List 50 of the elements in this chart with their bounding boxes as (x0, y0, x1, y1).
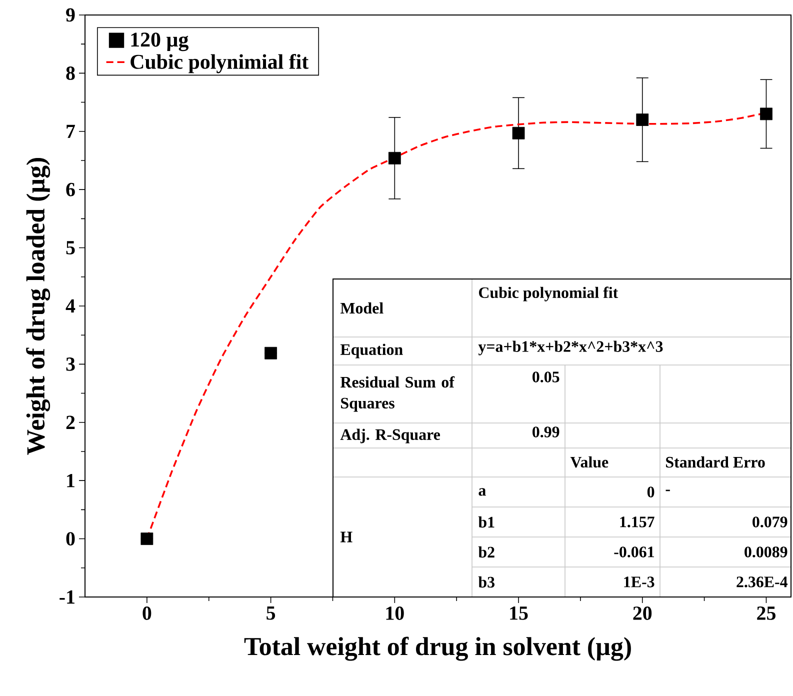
y-tick-label: 9 (66, 8, 75, 22)
annotation: y=a+b1*x+b2*x^2+b3*x^3 (478, 340, 663, 356)
y-tick-label: 2 (66, 416, 75, 429)
annotation: a (478, 488, 486, 496)
annotation: - (666, 490, 670, 492)
y-tick-label: 0 (66, 532, 75, 546)
annotation: b2 (478, 546, 494, 558)
annotation: b1 (478, 516, 494, 528)
point (140, 532, 154, 545)
annotation: 2.36E-4 (736, 576, 788, 588)
annotation: 0 (647, 486, 654, 498)
annotation: Model (340, 302, 384, 314)
x-tick-label: 5 (266, 606, 276, 620)
y-tick-label: 6 (66, 182, 75, 196)
legend-label: 120 µg (131, 32, 188, 52)
annotation: 0.99 (532, 426, 560, 438)
legend-label: Cubic polynimial fit (130, 54, 309, 74)
y-tick-label: 1 (67, 474, 74, 488)
y-tick-label: 8 (66, 66, 75, 80)
annotation: Adj. R-Square (340, 428, 440, 444)
annotation: Value (570, 456, 608, 468)
point (636, 114, 649, 126)
x-tick-label: 0 (142, 606, 152, 620)
point (760, 108, 772, 120)
point (512, 126, 525, 140)
annotation: 0.079 (752, 516, 788, 528)
x-axis-title: Total weight of drug in solvent (µg) (244, 636, 631, 661)
x-tick-label: 15 (510, 606, 528, 620)
y-tick-label: 4 (66, 299, 76, 313)
annotation: Residual Sum of Squares (340, 376, 455, 412)
x-tick-label: 20 (633, 606, 652, 620)
y-tick-label: 7 (66, 124, 75, 138)
x-tick-label: 25 (757, 606, 776, 620)
x-tick-label: 10 (386, 606, 404, 620)
annotation: 0.05 (532, 372, 560, 382)
annotation: H (340, 532, 352, 542)
annotation: Cubic polynomial fit (478, 286, 618, 302)
y-tick-label: 5 (66, 241, 75, 254)
annotation: 1.157 (620, 516, 654, 528)
y-axis-title: Weight of drug loaded (µg) (26, 158, 50, 455)
annotation: Equation (340, 344, 403, 358)
annotation: Standard Erro (666, 456, 765, 468)
annotation: b3 (478, 576, 494, 588)
annotation: -0.061 (614, 546, 654, 558)
y-tick-label: -1 (60, 590, 74, 604)
y-tick-label: 3 (66, 358, 75, 371)
point (388, 152, 401, 164)
point (264, 346, 277, 360)
annotation: 1E-3 (624, 576, 654, 588)
annotation: 0.0089 (744, 546, 788, 558)
